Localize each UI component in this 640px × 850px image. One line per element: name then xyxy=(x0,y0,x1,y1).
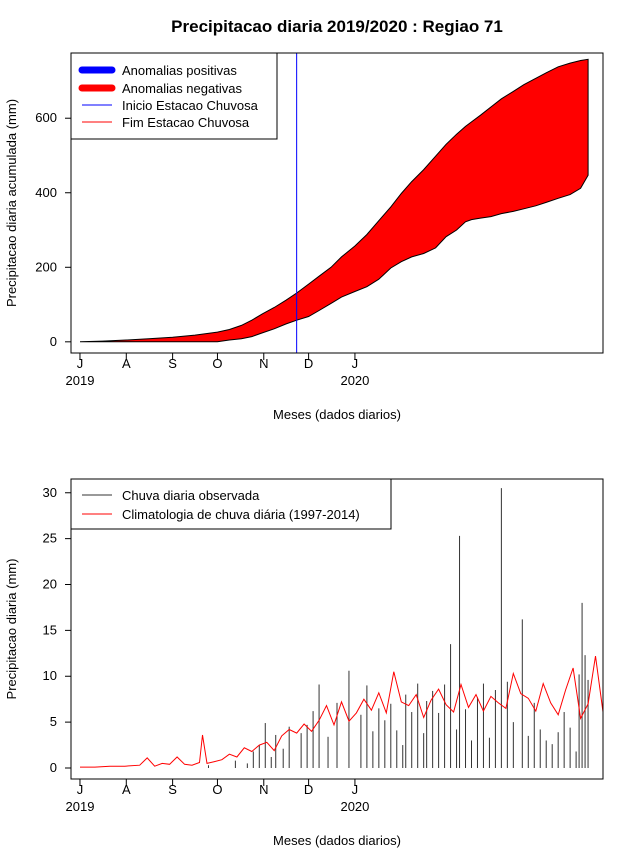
daily-x-tick-label: J xyxy=(352,782,359,797)
cumulative-y-tick-label: 200 xyxy=(35,259,57,274)
daily-x-tick-label: S xyxy=(168,782,177,797)
daily-y-tick-label: 20 xyxy=(43,577,57,592)
legend-label-observed: Chuva diaria observada xyxy=(122,488,260,503)
cumulative-year-label: 2019 xyxy=(66,373,95,388)
legend-label-onset: Inicio Estacao Chuvosa xyxy=(122,98,259,113)
daily-y-label: Precipitacao diaria (mm) xyxy=(4,559,19,700)
cumulative-panel: 0 200 400 600 J A S O N D J 2019 2020 Precipitacao … xyxy=(4,52,604,422)
daily-y-tick-label: 30 xyxy=(43,485,57,500)
daily-panel: 0 5 10 15 20 25 30 J A S O N D J 2019 2020 Precipitaca… xyxy=(4,478,604,848)
daily-y-tick-label: 10 xyxy=(43,668,57,683)
cumulative-plot-area xyxy=(79,53,589,353)
cumulative-x-tick-label: S xyxy=(168,356,177,371)
cumulative-x-tick-label: N xyxy=(259,356,268,371)
cumulative-y-tick-label: 400 xyxy=(35,185,57,200)
daily-y-tick-label: 15 xyxy=(43,622,57,637)
daily-y-tick-label: 0 xyxy=(50,760,57,775)
legend-label-positive: Anomalias positivas xyxy=(122,63,237,78)
legend-label-climatology: Climatologia de chuva diária (1997-2014) xyxy=(122,507,360,522)
climatology-daily-line xyxy=(80,656,604,768)
cumulative-year-label: 2020 xyxy=(340,373,369,388)
daily-x-tick-label: D xyxy=(304,782,313,797)
daily-x-tick-label: O xyxy=(212,782,222,797)
cumulative-x-tick-label: O xyxy=(212,356,222,371)
daily-legend: Chuva diaria observada Climatologia de c… xyxy=(70,478,392,530)
daily-year-label: 2020 xyxy=(340,799,369,814)
daily-y-axis: 0 5 10 15 20 25 30 xyxy=(43,485,72,775)
cumulative-legend: Anomalias positivas Anomalias negativas … xyxy=(70,52,278,140)
legend-label-end: Fim Estacao Chuvosa xyxy=(122,115,250,130)
daily-x-axis: J A S O N D J 2019 2020 xyxy=(66,778,369,814)
cumulative-x-label: Meses (dados diarios) xyxy=(273,407,401,422)
daily-x-tick-label: J xyxy=(77,782,84,797)
legend-label-negative: Anomalias negativas xyxy=(122,81,242,96)
cumulative-y-tick-label: 600 xyxy=(35,110,57,125)
cumulative-x-tick-label: J xyxy=(352,356,359,371)
daily-plot-area xyxy=(80,488,604,768)
chart-title: Precipitacao diaria 2019/2020 : Regiao 7… xyxy=(171,17,503,36)
negative-anomaly-area xyxy=(79,58,589,343)
cumulative-x-tick-label: J xyxy=(77,356,84,371)
cumulative-x-axis: J A S O N D J 2019 2020 xyxy=(66,352,369,388)
daily-y-tick-label: 5 xyxy=(50,714,57,729)
cumulative-y-axis: 0 200 400 600 xyxy=(35,110,72,349)
daily-legend-box xyxy=(70,478,392,530)
cumulative-x-tick-label: A xyxy=(122,356,131,371)
daily-x-tick-label: N xyxy=(259,782,268,797)
cumulative-y-tick-label: 0 xyxy=(50,334,57,349)
daily-year-label: 2019 xyxy=(66,799,95,814)
daily-y-tick-label: 25 xyxy=(43,531,57,546)
cumulative-y-label: Precipitacao diaria acumulada (mm) xyxy=(4,99,19,307)
cumulative-x-tick-label: D xyxy=(304,356,313,371)
daily-x-label: Meses (dados diarios) xyxy=(273,833,401,848)
daily-x-tick-label: A xyxy=(122,782,131,797)
